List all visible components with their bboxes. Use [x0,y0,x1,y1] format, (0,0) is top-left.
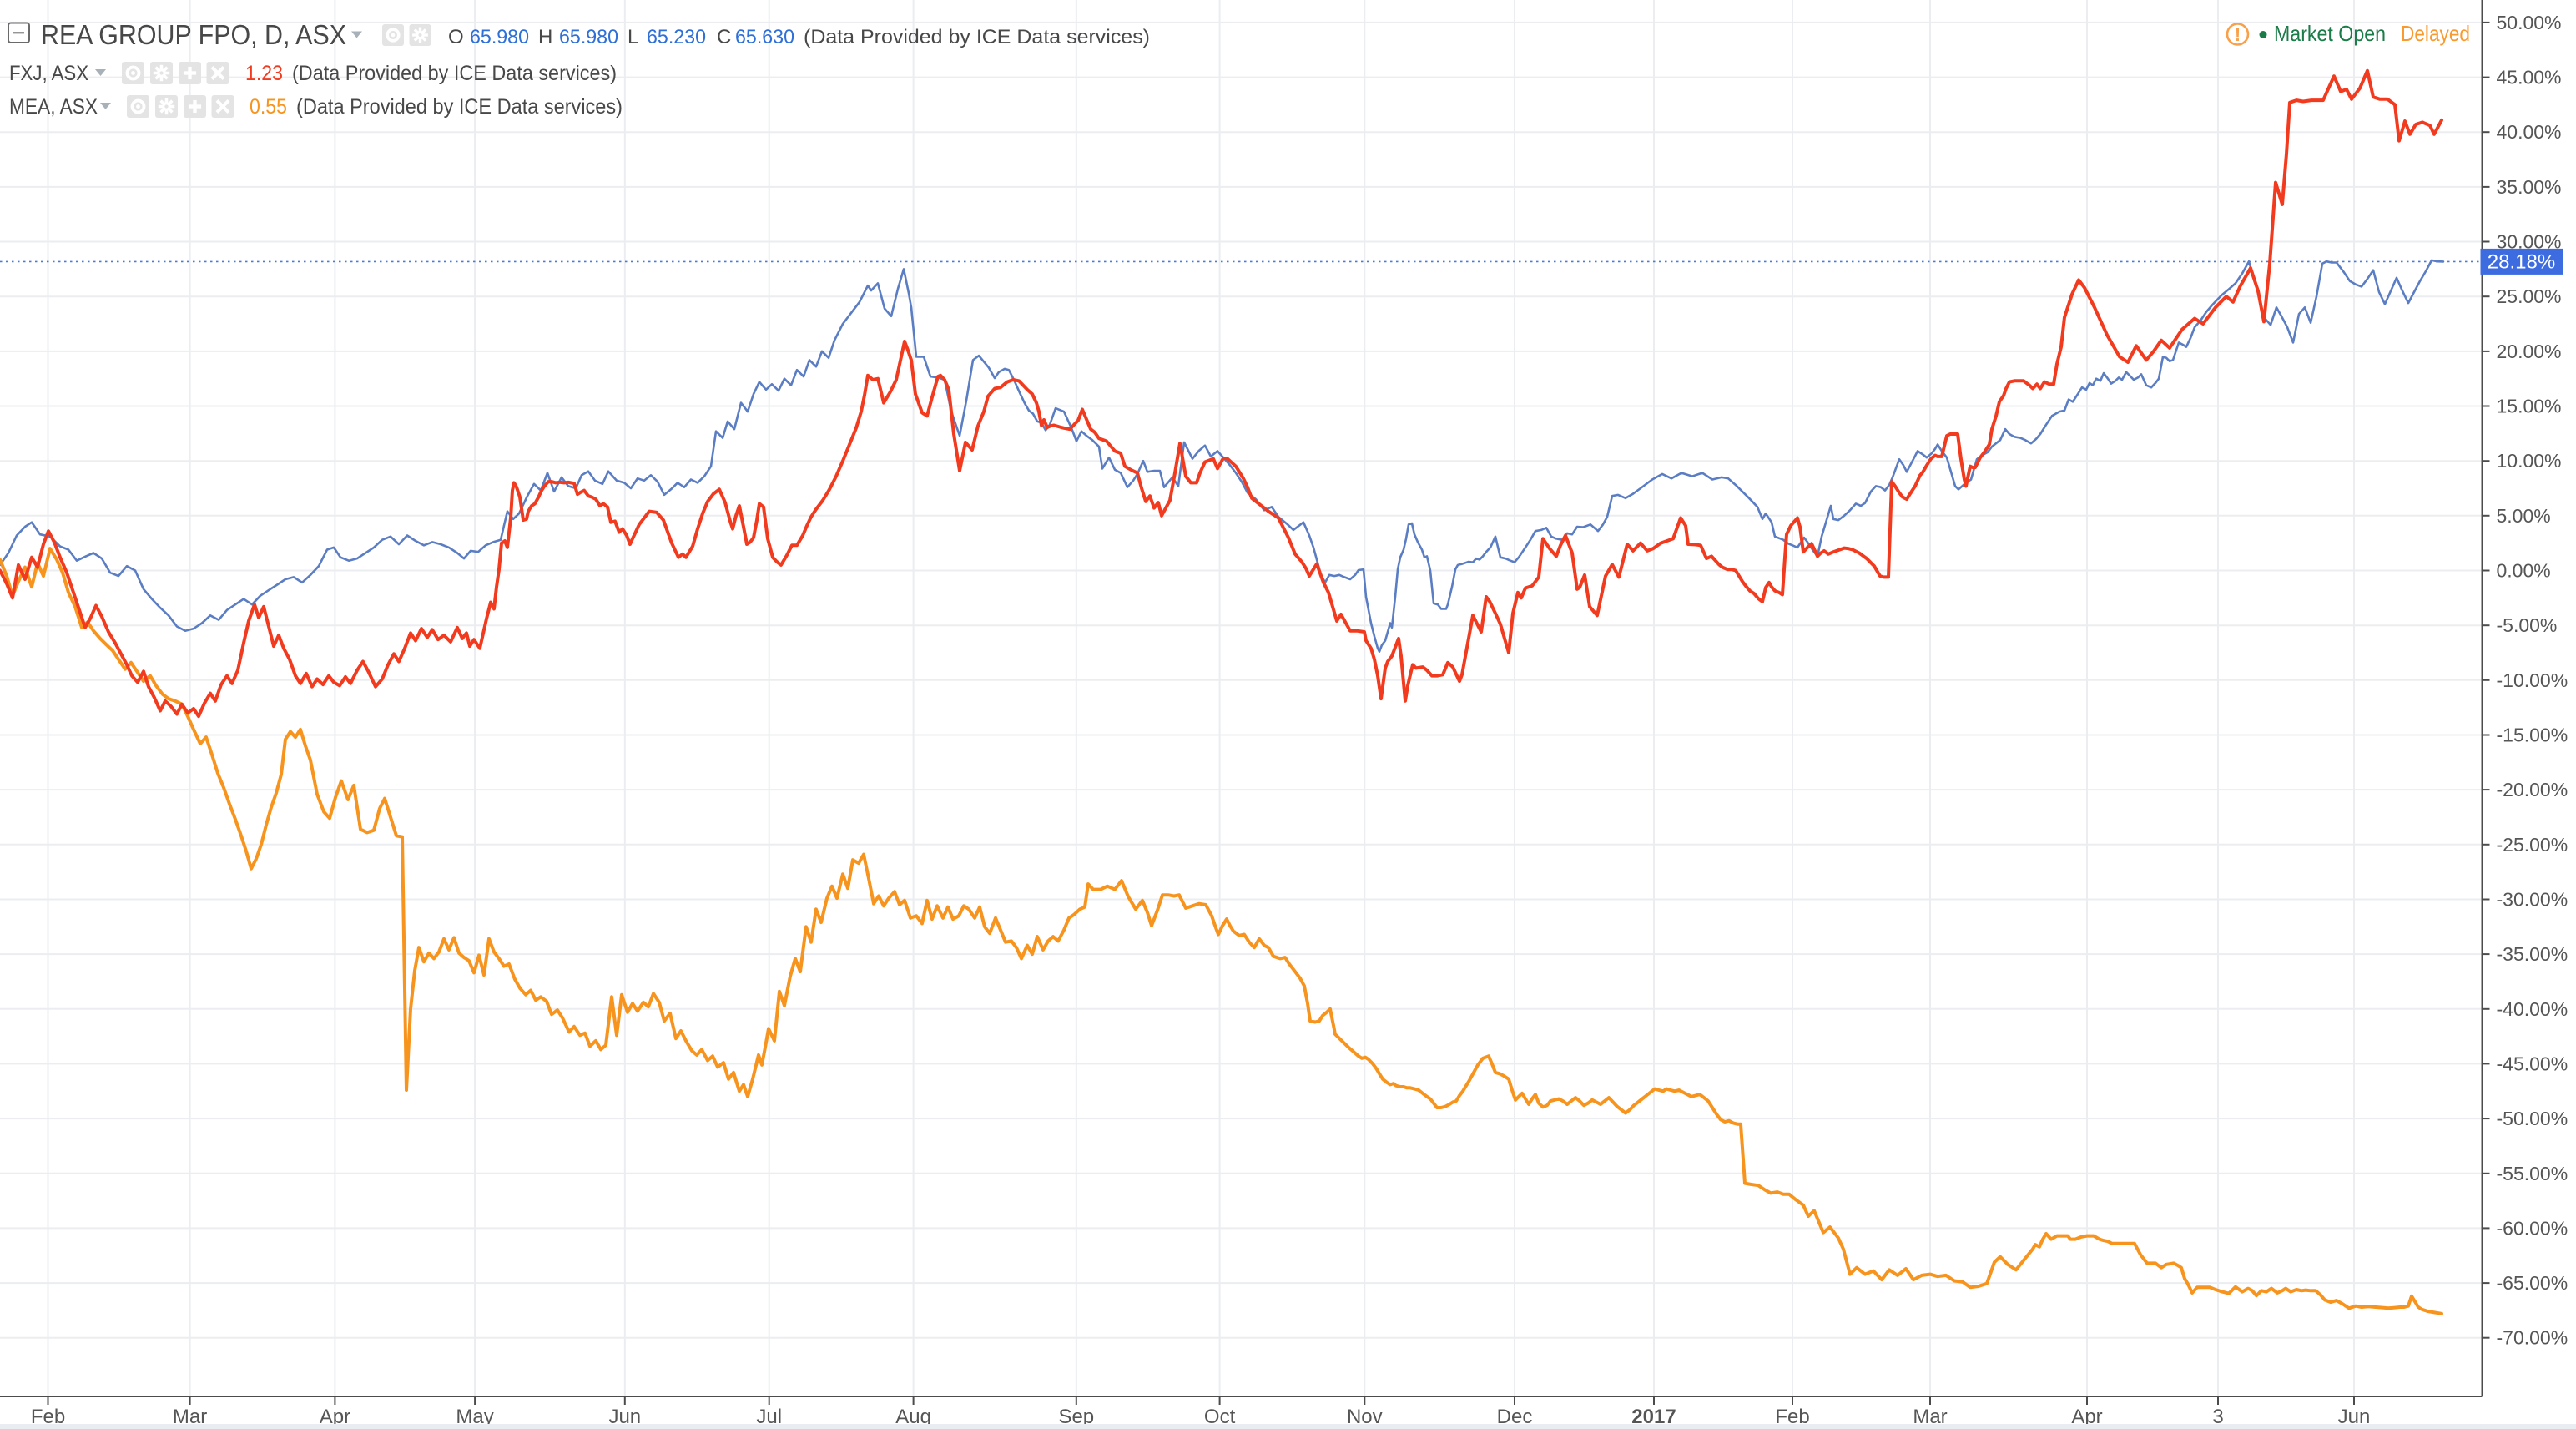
svg-text:35.00%: 35.00% [2497,176,2562,198]
svg-text:45.00%: 45.00% [2497,67,2562,88]
svg-text:(Data Provided by ICE Data ser: (Data Provided by ICE Data services) [296,95,623,119]
svg-text:5.00%: 5.00% [2497,505,2551,527]
svg-text:65.230: 65.230 [647,26,706,48]
svg-text:-65.00%: -65.00% [2497,1272,2568,1294]
svg-text:-40.00%: -40.00% [2497,998,2568,1020]
svg-text:-60.00%: -60.00% [2497,1217,2568,1239]
svg-text:10.00%: 10.00% [2497,450,2562,472]
svg-text:MEA, ASX: MEA, ASX [9,95,98,119]
svg-text:H: H [538,26,552,48]
svg-text:65.630: 65.630 [735,26,794,48]
svg-text:FXJ, ASX: FXJ, ASX [9,62,88,85]
svg-text:65.980: 65.980 [470,26,529,48]
svg-text:50.00%: 50.00% [2497,12,2562,33]
svg-text:1.23: 1.23 [245,62,283,85]
svg-text:65.980: 65.980 [559,26,618,48]
svg-text:-20.00%: -20.00% [2497,779,2568,800]
svg-text:40.00%: 40.00% [2497,121,2562,143]
svg-text:-70.00%: -70.00% [2497,1327,2568,1349]
svg-text:(Data Provided by ICE Data ser: (Data Provided by ICE Data services) [292,62,617,85]
svg-text:-25.00%: -25.00% [2497,834,2568,856]
svg-text:(Data Provided by ICE Data ser: (Data Provided by ICE Data services) [804,26,1150,48]
svg-text:L: L [628,26,638,48]
svg-text:-10.00%: -10.00% [2497,669,2568,691]
svg-text:28.18%: 28.18% [2488,250,2555,273]
svg-text:-45.00%: -45.00% [2497,1053,2568,1074]
svg-text:25.00%: 25.00% [2497,285,2562,307]
svg-text:-55.00%: -55.00% [2497,1163,2568,1184]
svg-text:0.55: 0.55 [250,95,287,119]
svg-text:C: C [717,26,731,48]
svg-text:!: ! [2235,24,2241,45]
svg-text:-35.00%: -35.00% [2497,943,2568,965]
svg-text:Delayed: Delayed [2401,21,2470,46]
svg-text:O: O [448,26,464,48]
svg-text:Market Open: Market Open [2274,21,2386,46]
svg-text:15.00%: 15.00% [2497,396,2562,417]
svg-text:-15.00%: -15.00% [2497,725,2568,746]
svg-text:20.00%: 20.00% [2497,341,2562,362]
svg-text:-30.00%: -30.00% [2497,889,2568,911]
svg-text:0.00%: 0.00% [2497,560,2551,582]
svg-text:REA GROUP FPO, D, ASX: REA GROUP FPO, D, ASX [41,19,346,50]
svg-text:3: 3 [2212,1406,2223,1428]
svg-text:-50.00%: -50.00% [2497,1108,2568,1129]
svg-text:-5.00%: -5.00% [2497,614,2558,636]
